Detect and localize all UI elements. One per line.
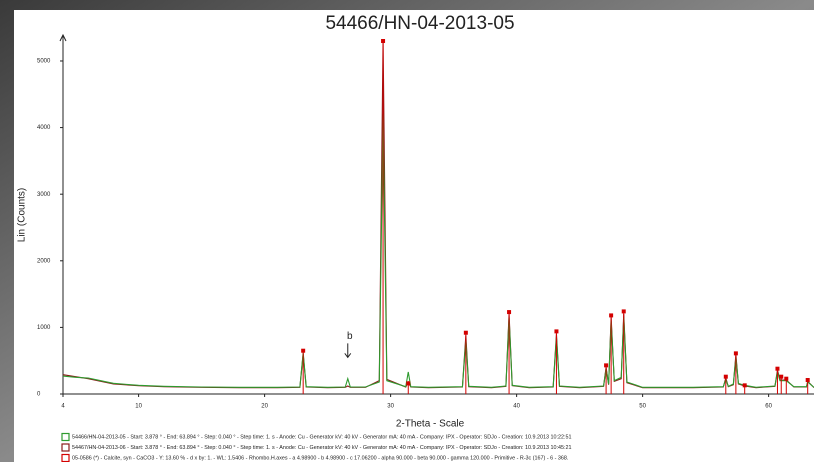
x-axis-label: 2-Theta - Scale bbox=[396, 419, 465, 430]
reference-marker bbox=[381, 39, 385, 43]
x-tick-label: 60 bbox=[765, 404, 772, 410]
reference-marker bbox=[406, 381, 410, 385]
y-tick-label: 3000 bbox=[37, 192, 51, 198]
x-tick-label: 30 bbox=[387, 404, 394, 410]
reference-marker bbox=[554, 329, 558, 333]
reference-marker bbox=[779, 375, 783, 379]
reference-marker bbox=[622, 309, 626, 313]
y-tick-label: 1000 bbox=[37, 325, 51, 331]
reference-marker bbox=[743, 383, 747, 387]
reference-marker bbox=[734, 351, 738, 355]
annotation: b bbox=[347, 331, 353, 342]
legend-label: 54467/HN-04-2013-06 - Start: 3.878 ° - E… bbox=[72, 445, 571, 451]
x-tick-label: 20 bbox=[261, 404, 268, 410]
reference-marker bbox=[806, 378, 810, 382]
reference-marker bbox=[724, 375, 728, 379]
x-tick-label: 40 bbox=[513, 404, 520, 410]
y-tick-label: 4000 bbox=[37, 125, 51, 131]
reference-marker bbox=[604, 363, 608, 367]
x-tick-label: 10 bbox=[135, 404, 142, 410]
chart: 54466/HN-04-2013-05 Lin (Counts) 2-Theta… bbox=[0, 0, 814, 462]
reference-marker bbox=[464, 331, 468, 335]
y-axis-label: Lin (Counts) bbox=[17, 188, 28, 242]
reference-marker bbox=[301, 349, 305, 353]
reference-marker bbox=[507, 310, 511, 314]
y-tick-label: 2000 bbox=[37, 258, 51, 264]
x-tick-label: 50 bbox=[639, 404, 646, 410]
y-tick-label: 5000 bbox=[37, 59, 51, 65]
legend-label: 05-0586 (*) - Calcite, syn - CaCO3 - Y: … bbox=[72, 455, 568, 461]
legend-label: 54466/HN-04-2013-05 - Start: 3.878 ° - E… bbox=[72, 434, 571, 440]
reference-marker bbox=[784, 377, 788, 381]
reference-marker bbox=[609, 313, 613, 317]
chart-title: 54466/HN-04-2013-05 bbox=[325, 13, 514, 34]
reference-marker bbox=[775, 367, 779, 371]
